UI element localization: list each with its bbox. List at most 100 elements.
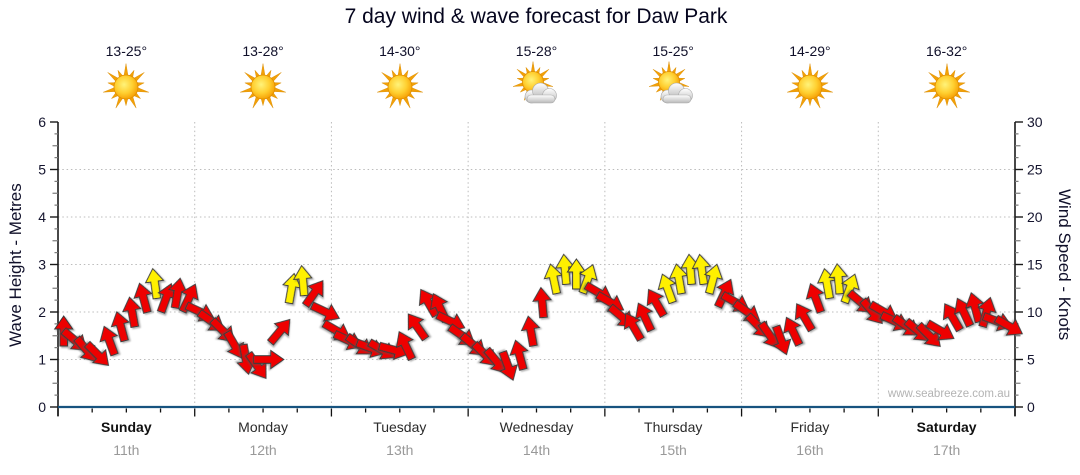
day-date-label: 13th (386, 442, 414, 458)
day-name-label: Wednesday (499, 419, 574, 435)
wind-arrow (223, 329, 244, 360)
day-date-label: 16th (796, 442, 824, 458)
sun-disc (250, 74, 276, 100)
wind-arrow (395, 330, 416, 362)
wave-axis-tick-label: 4 (38, 209, 46, 225)
day-date-label: 14th (522, 442, 551, 458)
wind-arrow (925, 319, 955, 341)
temperature-range-label: 15-25° (652, 43, 694, 59)
sun-rays (376, 63, 423, 109)
wind-arrow (543, 263, 564, 295)
day-name-label: Thursday (644, 419, 703, 435)
day-forecast-column: 15-28° (477, 42, 597, 117)
day-date-label: 15th (659, 442, 687, 458)
wind-arrow (691, 253, 712, 286)
temperature-range-label: 15-28° (515, 43, 558, 59)
wind-arrow (578, 263, 598, 295)
sun-icon (240, 63, 286, 109)
wind-arrow (309, 301, 341, 322)
wave-axis-tick-label: 0 (38, 399, 46, 415)
wind-arrow (122, 296, 142, 329)
wind-arrow-series (53, 253, 1024, 382)
sun-disc (387, 74, 413, 100)
temperature-range-label: 14-29° (789, 43, 831, 59)
day-name-label: Tuesday (373, 419, 427, 435)
sun-disc (113, 74, 139, 100)
day-forecast-column: 14-30° (340, 42, 460, 117)
wind-arrow (703, 263, 724, 295)
temperature-range-label: 13-25° (105, 43, 148, 59)
wind-axis-tick-label: 25 (1027, 162, 1043, 178)
wind-axis-tick-label: 15 (1027, 257, 1043, 273)
day-forecast-column: 14-29° (750, 42, 870, 117)
wind-arrow (840, 273, 860, 305)
wind-arrow (623, 312, 645, 342)
wind-axis-tick-label: 5 (1027, 352, 1035, 368)
wind-arrow (266, 318, 291, 346)
sun-rays (240, 63, 286, 109)
wind-arrow (509, 339, 529, 371)
wind-axis-tick-label: 30 (1027, 114, 1043, 130)
wave-axis-tick-label: 3 (38, 257, 46, 273)
wind-axis-tick-label: 10 (1027, 304, 1043, 320)
day-name-label: Friday (790, 419, 830, 435)
sun-disc (934, 74, 960, 100)
sun-rays (787, 63, 833, 109)
sun-icon (376, 63, 423, 109)
wind-axis-tick-label: 0 (1027, 399, 1035, 415)
wind-arrow (772, 324, 792, 356)
wind-arrow (794, 303, 816, 333)
wind-arrow (498, 350, 518, 382)
sun-disc (797, 74, 823, 100)
wind-arrow (805, 282, 825, 314)
wind-arrow (253, 349, 285, 370)
wind-arrow (178, 283, 199, 314)
day-date-label: 12th (249, 442, 277, 458)
temperature-range-label: 14-30° (379, 43, 421, 59)
wind-speed-axis-label: Wind Speed - Knots (1055, 189, 1074, 341)
day-name-label: Monday (238, 419, 288, 435)
wind-arrow (407, 313, 430, 342)
wave-axis-tick-label: 5 (38, 162, 46, 178)
sun-icon (103, 63, 150, 109)
wind-arrow (828, 262, 849, 295)
sun-rays (923, 63, 970, 109)
wave-axis-tick-label: 6 (38, 114, 46, 130)
wind-axis-tick-label: 20 (1027, 209, 1043, 225)
wind-arrow (301, 279, 324, 309)
day-name-label: Sunday (101, 419, 152, 435)
sun-rays (103, 63, 150, 109)
wind-arrow (133, 282, 153, 314)
wind-arrow (144, 267, 165, 300)
cloud-base (662, 94, 692, 104)
wind-arrow (83, 340, 110, 367)
sun-icon (787, 63, 833, 109)
wind-arrow (635, 302, 656, 333)
sunny-weather-icon (240, 63, 286, 109)
wind-arrow (532, 286, 552, 319)
day-forecast-column: 15-25° (613, 42, 733, 117)
cloud-icon (660, 82, 694, 104)
day-name-label: Saturday (916, 419, 977, 435)
day-forecast-column: 13-28° (203, 42, 323, 117)
wind-arrow (110, 310, 130, 343)
sunny-weather-icon (103, 63, 150, 109)
sunny-weather-icon (376, 63, 423, 109)
day-forecast-column: 13-25° (66, 42, 186, 117)
wind-arrow (99, 325, 119, 357)
wind-arrow (520, 315, 541, 348)
temperature-range-label: 13-28° (242, 43, 284, 59)
sunny-weather-icon (923, 63, 970, 109)
partly-cloudy-weather-icon (512, 61, 557, 104)
wind-arrow (965, 291, 985, 324)
partly-cloudy-weather-icon (649, 61, 694, 104)
day-forecast-column: 16-32° (887, 42, 1007, 117)
chart-title: 7 day wind & wave forecast for Daw Park (344, 5, 728, 28)
sunny-weather-icon (787, 63, 833, 109)
wind-arrow (292, 264, 313, 297)
wind-arrow (657, 273, 677, 305)
day-date-label: 11th (113, 442, 140, 458)
